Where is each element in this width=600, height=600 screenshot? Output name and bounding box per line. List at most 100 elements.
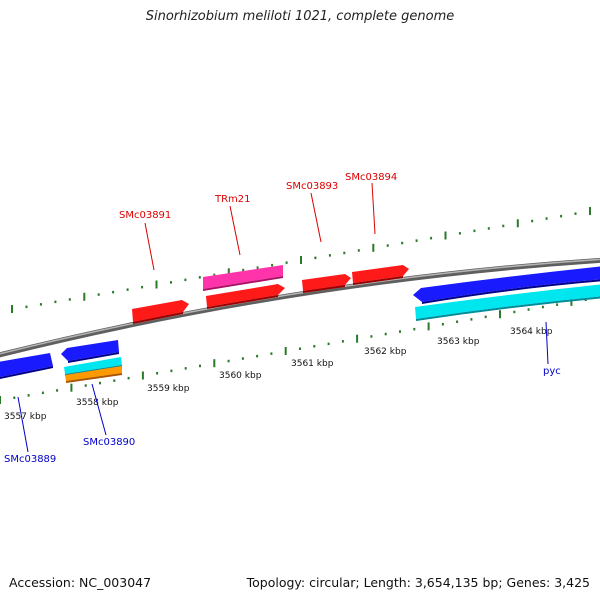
scale-label-3559: 3559 kbp	[147, 384, 190, 394]
lower-track-major-tick	[499, 310, 501, 319]
lower-track-minor-tick	[170, 369, 173, 373]
upper-track-minor-tick	[54, 300, 57, 304]
leader-line-SMc03893	[310, 192, 322, 243]
upper-track-major-tick	[11, 305, 13, 313]
upper-track-major-tick	[300, 256, 302, 264]
upper-track-minor-tick	[256, 266, 259, 269]
lower-track-major-tick	[213, 359, 216, 368]
lower-track-major-tick	[356, 334, 359, 343]
lower-track-minor-tick	[127, 376, 130, 380]
upper-track-minor-tick	[126, 288, 129, 291]
lower-track-minor-tick	[327, 342, 330, 346]
lower-track-minor-tick	[227, 359, 230, 363]
lower-track-minor-tick	[513, 310, 516, 314]
upper-tick-track	[11, 207, 591, 313]
upper-track-major-tick	[372, 243, 375, 252]
gene-label-SMc03891[interactable]: SMc03891	[119, 210, 171, 221]
gene-SMc03891-arrow[interactable]	[132, 300, 189, 324]
lower-track-minor-tick	[41, 391, 44, 395]
upper-track-minor-tick	[545, 217, 548, 220]
lower-track-minor-tick	[199, 364, 201, 368]
upper-track-minor-tick	[213, 273, 216, 277]
upper-track-major-tick	[589, 207, 591, 215]
lower-track-minor-tick	[413, 327, 416, 331]
upper-track-minor-tick	[141, 285, 144, 289]
lower-track-minor-tick	[241, 357, 244, 360]
upper-track-minor-tick	[386, 244, 389, 247]
map-title: Sinorhizobium meliloti 1021, complete ge…	[145, 9, 455, 24]
lower-track-minor-tick	[84, 384, 87, 387]
scale-label-3560: 3560 kbp	[219, 371, 262, 381]
scale-label-3563: 3563 kbp	[437, 337, 480, 347]
lower-track-minor-tick	[470, 318, 473, 321]
gene-SMc03894-arrow[interactable]	[352, 265, 409, 285]
lower-track-minor-tick	[113, 379, 116, 382]
upper-track-minor-tick	[285, 261, 288, 264]
gene-label-SMc03894[interactable]: SMc03894	[345, 172, 397, 183]
gene-label-SMc03889[interactable]: SMc03889	[4, 454, 56, 465]
lower-track-minor-tick	[99, 381, 101, 385]
gene-SMc03893-arrow[interactable]	[302, 274, 351, 293]
lower-track-minor-tick	[541, 305, 544, 309]
lower-track-minor-tick	[299, 347, 301, 350]
upper-track-minor-tick	[25, 305, 28, 309]
upper-track-minor-tick	[343, 251, 346, 255]
leader-line-TRm21	[229, 205, 241, 256]
upper-track-minor-tick	[242, 268, 245, 272]
top-gene-labels: SMc03891 TRm21 SMc03893 SMc03894	[119, 172, 397, 271]
lower-track-major-tick	[570, 297, 573, 306]
upper-track-minor-tick	[458, 232, 461, 235]
gene-label-SMc03890[interactable]: SMc03890	[83, 437, 135, 448]
upper-track-major-tick	[83, 292, 86, 301]
leader-line-SMc03891	[144, 222, 155, 271]
upper-track-minor-tick	[415, 239, 418, 242]
scale-label-3562: 3562 kbp	[364, 347, 407, 357]
lower-track-minor-tick	[441, 323, 444, 326]
feature-orange-bar[interactable]	[65, 366, 122, 383]
lower-track-minor-tick	[456, 320, 459, 323]
upper-track-minor-tick	[97, 293, 100, 296]
upper-track-major-tick	[516, 219, 519, 228]
upper-track-minor-tick	[328, 254, 331, 257]
gene-label-TRm21[interactable]: TRm21	[214, 194, 251, 205]
lower-track-minor-tick	[56, 389, 59, 392]
trna-TRm21-bar[interactable]	[203, 265, 283, 291]
gene-SMc03892-arrow[interactable]	[206, 284, 285, 309]
lower-track-minor-tick	[27, 394, 30, 397]
lower-track-minor-tick	[341, 340, 344, 343]
gene-label-SMc03893[interactable]: SMc03893	[286, 181, 338, 192]
scale-label-3557: 3557 kbp	[4, 412, 47, 422]
genome-backbone	[0, 257, 600, 358]
scale-label-3564: 3564 kbp	[510, 327, 553, 337]
upper-track-minor-tick	[487, 227, 490, 230]
leader-line-SMc03889	[17, 396, 29, 453]
lower-track-minor-tick	[527, 308, 530, 311]
upper-track-minor-tick	[401, 241, 404, 245]
lower-track-minor-tick	[270, 352, 273, 355]
leader-line-SMc03890	[91, 383, 107, 436]
gene-SMc03889-arrow[interactable]	[0, 353, 53, 379]
gene-SMc03890-arrow[interactable]	[61, 340, 119, 363]
lower-track-minor-tick	[370, 335, 373, 338]
lower-track-minor-tick	[484, 315, 487, 319]
lower-track-minor-tick	[256, 354, 259, 358]
lower-track-minor-tick	[384, 332, 387, 336]
upper-track-major-tick	[155, 280, 158, 289]
gene-label-pyc[interactable]: pyc	[543, 366, 561, 377]
upper-track-minor-tick	[560, 214, 563, 218]
feature-cyan-right-bar[interactable]	[415, 284, 600, 321]
gene-pyc-arrow[interactable]	[413, 266, 600, 304]
lower-track-minor-tick	[156, 372, 159, 375]
lower-track-minor-tick	[184, 367, 187, 370]
upper-track-minor-tick	[502, 224, 505, 228]
upper-track-minor-tick	[271, 263, 274, 267]
lower-track-major-tick	[141, 371, 144, 380]
upper-track-minor-tick	[531, 219, 534, 223]
lower-track-minor-tick	[399, 330, 401, 333]
upper-track-minor-tick	[68, 298, 71, 301]
lower-track-major-tick	[284, 347, 287, 355]
upper-track-major-tick	[227, 268, 230, 277]
bottom-gene-labels: SMc03889 SMc03890 pyc	[4, 321, 561, 465]
upper-track-minor-tick	[39, 303, 42, 306]
